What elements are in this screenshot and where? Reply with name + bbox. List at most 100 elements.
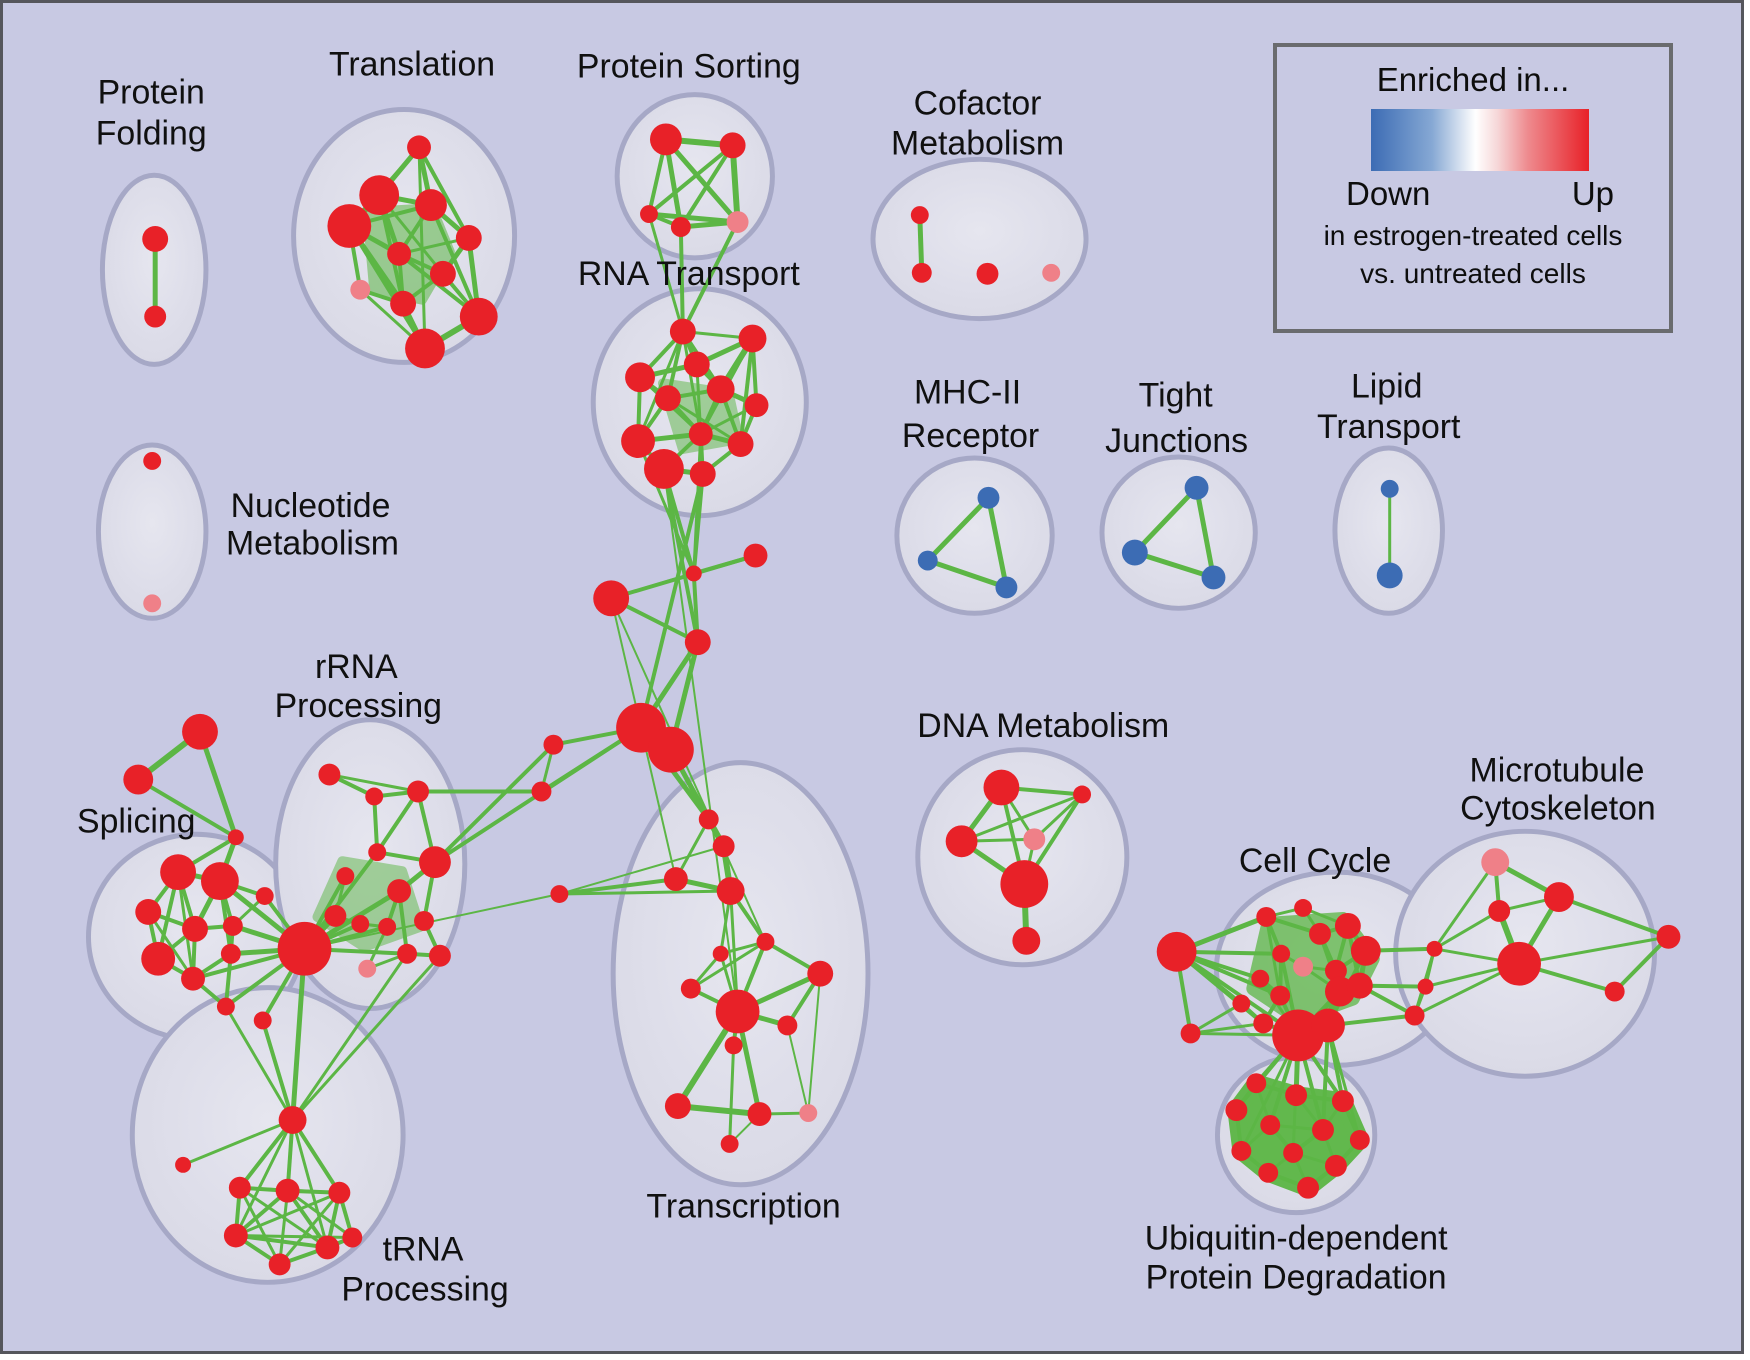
edge xyxy=(291,1118,329,1249)
gene-set-node-red xyxy=(1253,1013,1274,1034)
edge xyxy=(557,877,678,897)
gene-set-node-red xyxy=(253,1011,272,1030)
gene-set-node-red xyxy=(689,460,716,487)
edge xyxy=(807,972,822,1115)
cluster-label-cytoskeleton: Cytoskeleton xyxy=(1460,789,1656,827)
gene-set-node-red xyxy=(744,393,769,418)
gene-set-node-red xyxy=(365,787,384,806)
gene-set-node-red xyxy=(327,204,372,248)
edge xyxy=(557,889,733,896)
edge xyxy=(1321,1023,1330,1132)
gene-set-node-pink xyxy=(358,959,377,978)
edge xyxy=(234,1118,295,1238)
gene-set-node-red xyxy=(405,328,445,369)
cluster-label-rna-transport: RNA Transport xyxy=(578,255,800,293)
gene-set-node-red xyxy=(1285,1084,1308,1107)
gene-set-node-red xyxy=(255,887,274,905)
gene-set-node-red xyxy=(222,915,243,936)
gene-set-node-red xyxy=(720,1134,739,1153)
gene-set-node-red xyxy=(175,1156,192,1173)
edge xyxy=(647,212,685,334)
legend-subtitle-line1: in estrogen-treated cells xyxy=(1323,220,1623,251)
gene-set-node-red xyxy=(428,944,451,967)
gene-set-node-red xyxy=(1309,922,1331,945)
legend-subtitle-line2: vs. untreated cells xyxy=(1360,258,1586,289)
gene-set-node-red xyxy=(277,921,332,976)
cluster-ellipse-tight-junctions xyxy=(1099,454,1258,611)
gene-set-node-blue xyxy=(1184,475,1209,500)
cluster-label-mhc-ii: MHC-II xyxy=(914,373,1021,411)
edge xyxy=(666,396,743,446)
cluster-label-junctions: Junctions xyxy=(1105,422,1248,460)
cluster-label-ubiquitin-dependent: Ubiquitin-dependent xyxy=(1145,1220,1448,1258)
gene-set-node-red xyxy=(685,565,702,582)
edge xyxy=(290,946,308,1123)
gene-set-node-blue xyxy=(1380,479,1399,498)
edge xyxy=(1556,895,1671,939)
cluster-label-transport: Transport xyxy=(1317,408,1461,446)
cluster-label-transcription: Transcription xyxy=(646,1188,840,1226)
gene-set-node-red xyxy=(727,431,754,457)
edge xyxy=(224,1005,295,1122)
gene-set-node-red xyxy=(715,989,760,1034)
edge xyxy=(662,467,739,1013)
gene-set-node-red xyxy=(1294,899,1313,917)
legend-box: Enriched in... Down Up in estrogen-treat… xyxy=(1273,43,1673,333)
legend-gradient-bar xyxy=(1371,109,1589,171)
cluster-label-splicing: Splicing xyxy=(77,802,195,840)
gene-set-node-red xyxy=(911,262,932,283)
gene-set-node-red xyxy=(1488,900,1511,922)
edge xyxy=(291,952,409,1122)
gene-set-node-red xyxy=(593,580,630,617)
cluster-label-nucleotide: Nucleotide xyxy=(231,487,391,525)
gene-set-node-red xyxy=(1272,944,1291,963)
gene-set-node-red xyxy=(680,978,701,999)
gene-set-node-blue xyxy=(977,486,1000,509)
gene-set-node-pink xyxy=(1042,263,1061,282)
edge xyxy=(417,145,427,350)
edge xyxy=(925,495,991,564)
gene-set-node-red xyxy=(756,932,775,951)
gene-set-node-red xyxy=(407,135,431,160)
edge xyxy=(417,145,471,240)
legend-down-label: Down xyxy=(1346,175,1431,212)
edge xyxy=(728,1043,736,1146)
cluster-label-translation: Translation xyxy=(329,46,495,84)
edge xyxy=(691,471,705,576)
gene-set-node-red xyxy=(351,914,370,933)
gene-set-node-red xyxy=(1297,1176,1320,1199)
edge xyxy=(372,794,380,855)
edge xyxy=(233,1233,330,1250)
gene-set-node-red xyxy=(1270,985,1291,1006)
gene-set-node-red xyxy=(1232,994,1251,1013)
gene-set-node-red xyxy=(1350,935,1381,966)
gene-set-node-red xyxy=(698,809,719,830)
gene-set-node-blue xyxy=(1121,539,1148,566)
gene-set-node-pink xyxy=(799,1104,818,1123)
edge xyxy=(689,940,767,991)
edge xyxy=(260,1018,295,1123)
gene-set-node-red xyxy=(649,123,682,156)
edge xyxy=(136,777,238,840)
edge xyxy=(1132,550,1216,580)
gene-set-node-red xyxy=(1334,912,1361,939)
edge xyxy=(786,1024,810,1115)
edge xyxy=(327,773,420,793)
cluster-label-folding: Folding xyxy=(96,114,207,152)
edge xyxy=(1326,1023,1362,1142)
gene-set-node-red xyxy=(712,945,729,962)
gene-set-node-red xyxy=(1346,972,1373,999)
cluster-ellipse-mhc-ii-receptor xyxy=(894,455,1055,616)
edge xyxy=(1189,1021,1265,1035)
edge xyxy=(985,495,1009,590)
gene-set-node-red xyxy=(1246,1073,1267,1094)
gene-set-node-red xyxy=(387,241,412,266)
gene-set-node-red xyxy=(669,318,696,345)
gene-set-node-red xyxy=(706,375,735,404)
gene-set-node-red xyxy=(368,843,387,862)
gene-set-node-red xyxy=(390,290,417,317)
gene-set-node-red xyxy=(719,132,746,159)
gene-set-node-red xyxy=(135,899,162,925)
gene-set-node-red xyxy=(278,1106,307,1134)
